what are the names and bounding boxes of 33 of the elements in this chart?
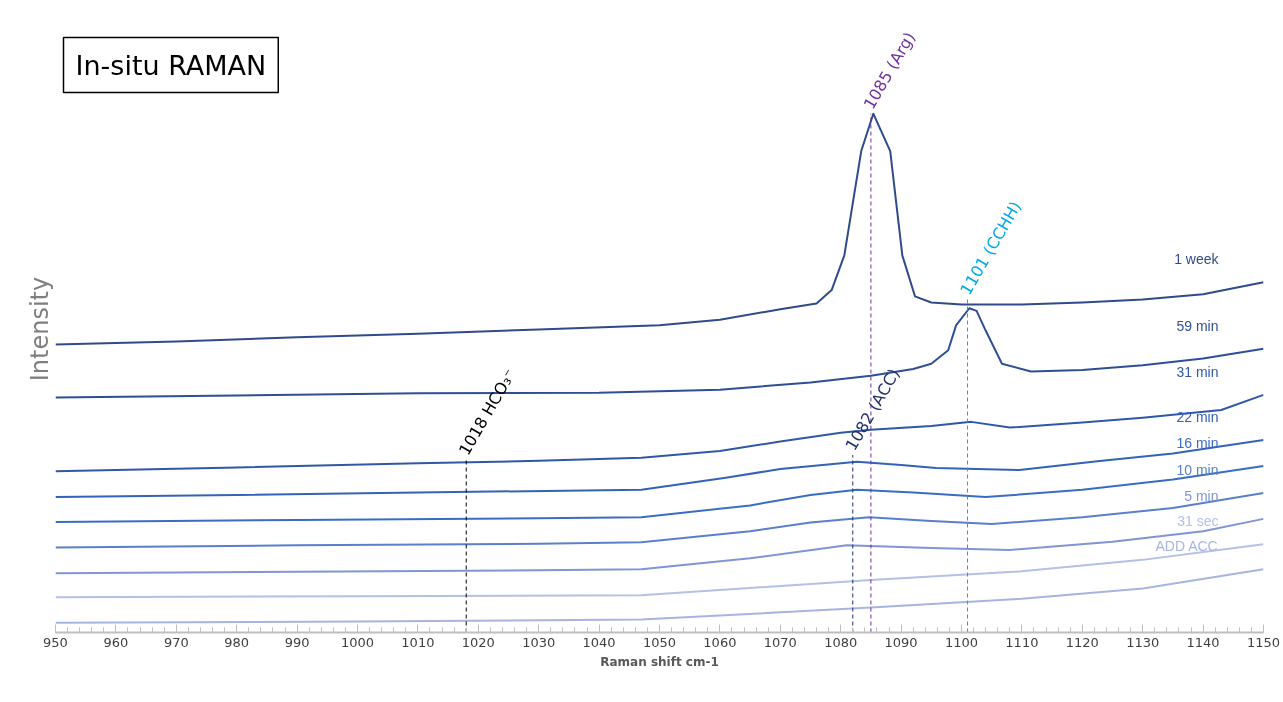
x-tick-label: 1080 <box>824 634 858 650</box>
x-tick-label: 1020 <box>461 634 495 650</box>
x-tick-label: 1130 <box>1126 634 1160 650</box>
x-tick-label: 1050 <box>642 634 677 650</box>
x-tick-label: 1070 <box>763 634 797 650</box>
x-tick-label: 1000 <box>340 634 375 650</box>
series-label: 10 min <box>1176 461 1219 478</box>
x-tick-label: 980 <box>224 634 250 650</box>
series-label: 31 sec <box>1177 513 1219 530</box>
x-tick-label: 1060 <box>703 634 737 650</box>
text: 31 min <box>1176 363 1219 380</box>
chart-title: In-situ RAMAN <box>75 49 267 81</box>
series-label: 16 min <box>1176 434 1219 451</box>
y-axis-title: Intensity <box>25 276 54 382</box>
series-label: 22 min <box>1176 409 1219 426</box>
x-tick-label: 1120 <box>1065 634 1099 650</box>
x-tick-label: 1010 <box>401 634 435 650</box>
x-tick-label: 960 <box>103 634 129 650</box>
x-axis-title: Raman shift cm-1 <box>600 654 719 669</box>
x-tick-label: 1040 <box>582 634 616 650</box>
series-label: 5 min <box>1184 487 1219 504</box>
series-label: ADD ACC <box>1155 538 1218 555</box>
x-tick-label: 990 <box>284 634 310 650</box>
x-tick-label: 1030 <box>522 634 556 650</box>
series-label: 59 min <box>1176 317 1219 334</box>
x-tick-label: 1100 <box>944 634 979 650</box>
x-tick-label: 1110 <box>1005 634 1039 650</box>
x-tick-label: 950 <box>43 634 68 650</box>
series-label: 1 week <box>1174 251 1220 268</box>
x-tick-label: 1090 <box>884 634 918 650</box>
x-tick-label: 1140 <box>1186 634 1220 650</box>
x-tick-label: 970 <box>163 634 189 650</box>
x-tick-label: 1150 <box>1246 634 1281 650</box>
